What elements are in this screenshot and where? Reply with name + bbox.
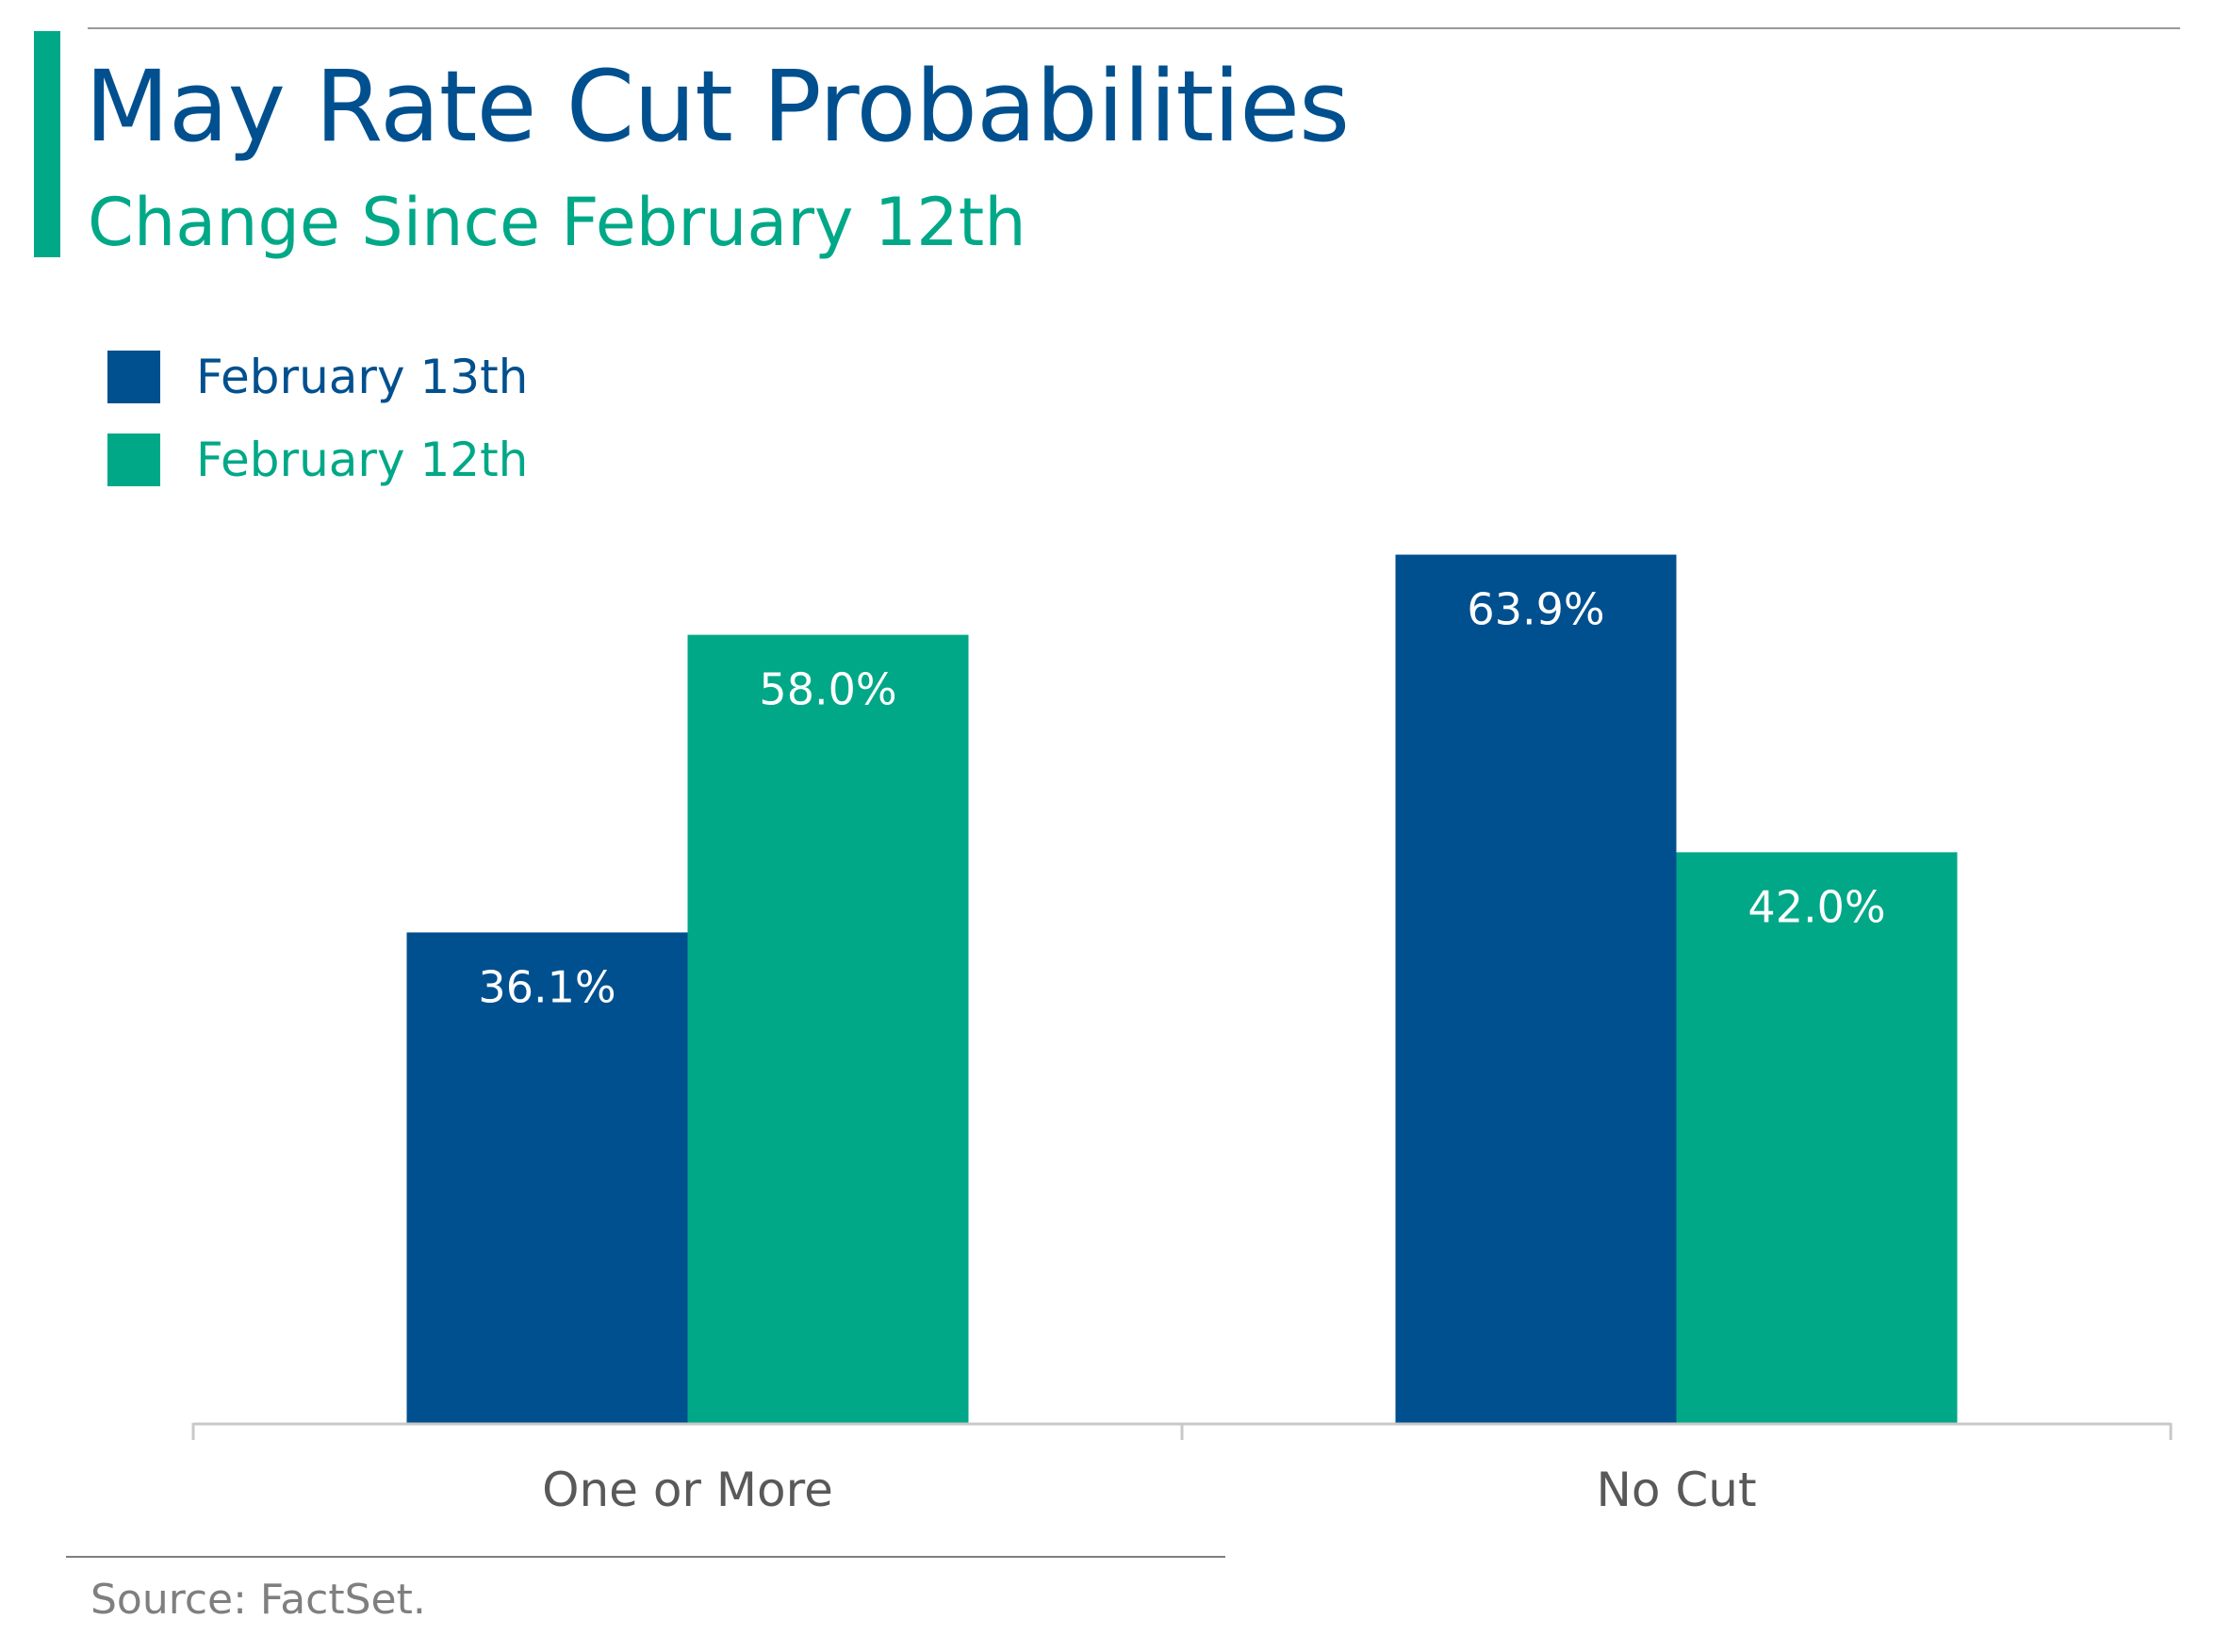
source-note: Source: FactSet. <box>90 1576 426 1624</box>
legend-item-february-12th: February 12th <box>107 432 528 488</box>
bar-one-or-more-february-12th <box>687 634 969 1423</box>
chart-title: May Rate Cut Probabilities <box>85 49 1350 164</box>
chart-subtitle: Change Since February 12th <box>88 184 1026 261</box>
data-label: 58.0% <box>759 664 896 715</box>
accent-bar <box>34 31 60 257</box>
source-rule <box>66 1556 1225 1558</box>
x-tick-label: No Cut <box>1596 1463 1756 1517</box>
bar-one-or-more-february-13th <box>406 932 688 1423</box>
legend-label-february-12th: February 12th <box>196 433 529 487</box>
bar-no-cut-february-13th <box>1395 554 1677 1423</box>
legend-label-february-13th: February 13th <box>196 350 529 404</box>
x-tick-label: One or More <box>542 1463 833 1517</box>
legend-swatch-february-13th <box>107 351 160 403</box>
top-rule <box>88 27 2180 29</box>
legend-item-february-13th: February 13th <box>107 349 528 405</box>
bar-chart: 36.1% 58.0% One or More 63.9% 42.0% No Cut <box>191 554 2173 1517</box>
data-label: 63.9% <box>1467 584 1604 635</box>
data-label: 42.0% <box>1748 881 1885 932</box>
legend: February 13th February 12th <box>107 349 528 515</box>
legend-swatch-february-12th <box>107 433 160 486</box>
bar-no-cut-february-12th <box>1676 852 1958 1423</box>
data-label: 36.1% <box>478 961 615 1012</box>
